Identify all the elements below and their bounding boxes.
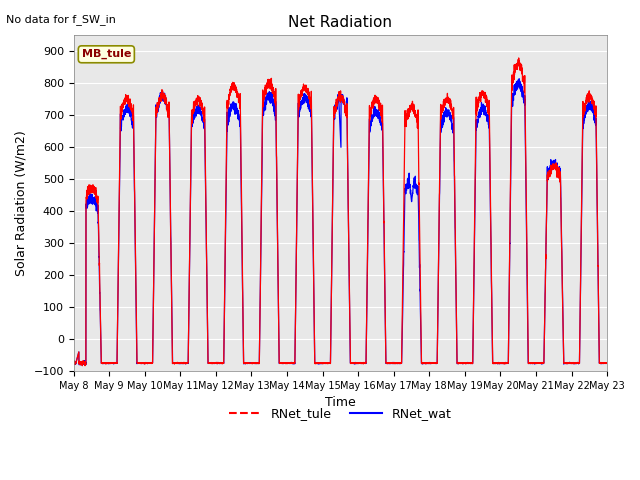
RNet_wat	[321, 360, 328, 366]
RNet_tule	[166, 150, 173, 156]
RNet_wat	[604, 360, 611, 366]
RNet_tule	[70, 360, 77, 366]
Title: Net Radiation: Net Radiation	[289, 15, 392, 30]
RNet_wat	[460, 360, 468, 366]
RNet_tule	[603, 360, 611, 366]
Line: RNet_wat: RNet_wat	[74, 79, 607, 365]
RNet_tule	[321, 360, 328, 366]
RNet_wat	[77, 362, 85, 368]
X-axis label: Time: Time	[325, 396, 356, 409]
RNet_wat	[166, 152, 173, 158]
RNet_wat	[515, 76, 523, 82]
Y-axis label: Solar Radiation (W/m2): Solar Radiation (W/m2)	[15, 131, 28, 276]
RNet_tule	[490, 361, 498, 367]
RNet_tule	[79, 363, 86, 369]
Line: RNet_tule: RNet_tule	[74, 58, 607, 366]
Legend: RNet_tule, RNet_wat: RNet_tule, RNet_wat	[225, 402, 456, 425]
RNet_wat	[490, 360, 498, 366]
Text: MB_tule: MB_tule	[82, 49, 131, 60]
RNet_tule	[604, 360, 611, 366]
RNet_tule	[431, 360, 438, 366]
RNet_tule	[515, 55, 522, 61]
RNet_wat	[431, 360, 438, 366]
RNet_wat	[603, 360, 611, 366]
RNet_wat	[70, 361, 77, 367]
Text: No data for f_SW_in: No data for f_SW_in	[6, 14, 116, 25]
RNet_tule	[460, 360, 468, 366]
